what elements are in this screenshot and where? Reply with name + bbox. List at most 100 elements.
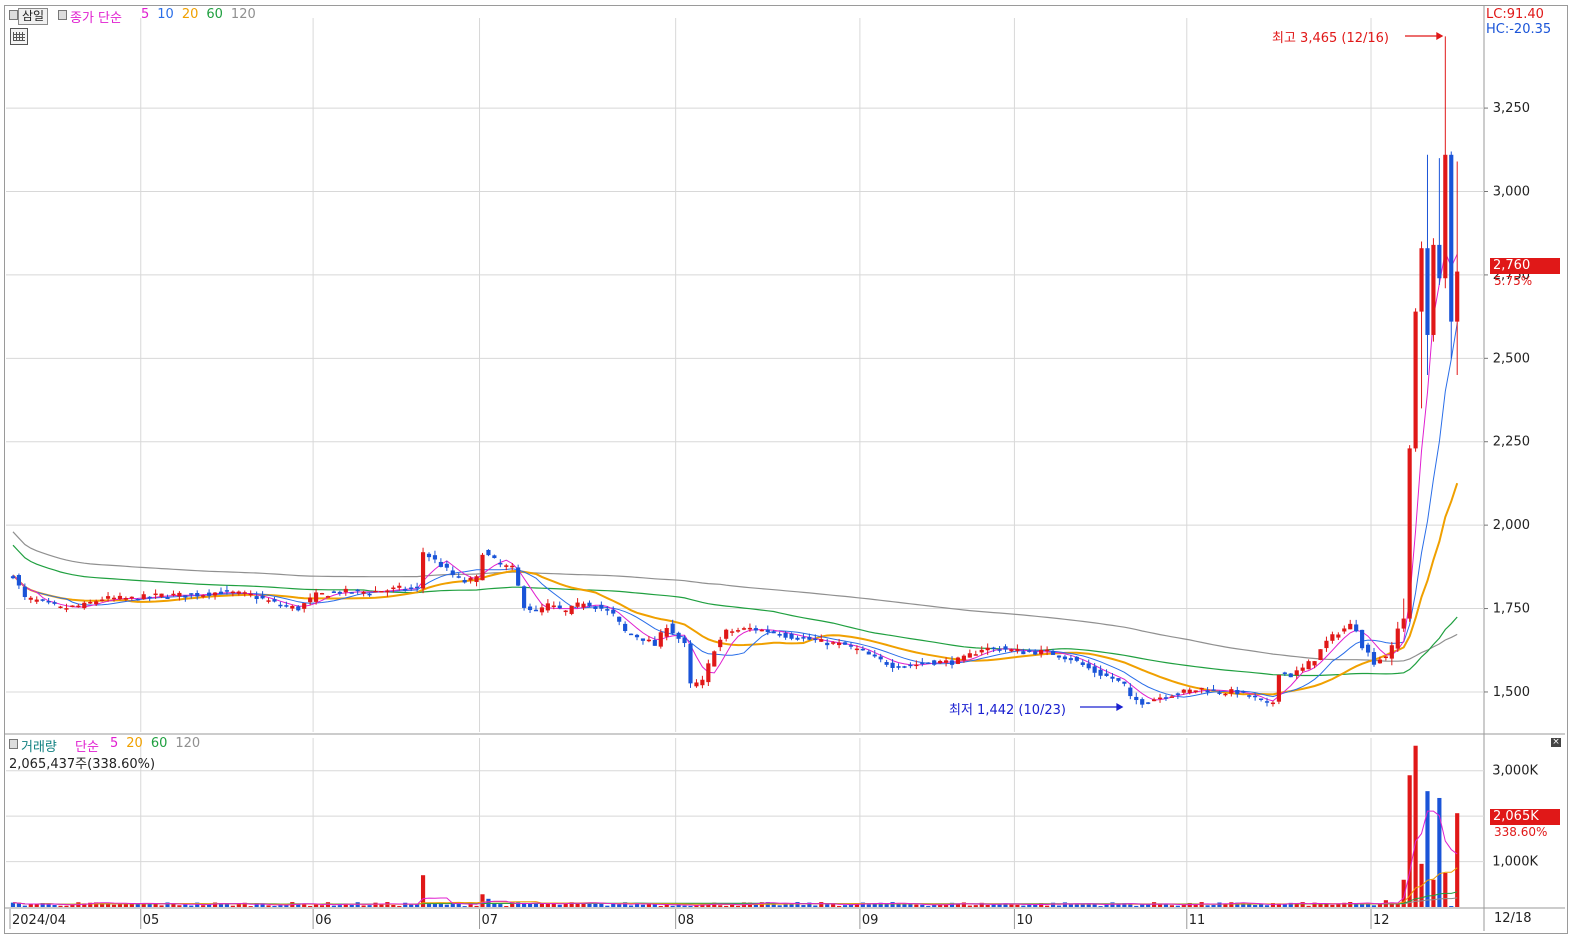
volume-bar: [771, 902, 776, 907]
candle-down: [1056, 655, 1062, 658]
panel-toggle-icon[interactable]: [9, 10, 18, 20]
volume-bar: [640, 904, 646, 907]
volume-bar: [135, 904, 140, 907]
indicator-toggle-icon[interactable]: [58, 10, 67, 20]
candle-down: [403, 588, 408, 591]
volume-bar: [1074, 903, 1079, 907]
price-ma-20[interactable]: 20: [181, 7, 199, 22]
candle-up: [1199, 687, 1204, 690]
volume-bar: [1336, 904, 1341, 907]
candle-up: [706, 663, 711, 683]
candle-up: [141, 594, 146, 600]
candle-down: [272, 599, 277, 602]
volume-bar: [926, 905, 931, 907]
candle-up: [1169, 696, 1174, 698]
volume-bar: [545, 903, 550, 907]
volume-ma-120[interactable]: 120: [175, 736, 201, 751]
candle-up: [1377, 659, 1383, 664]
candle-down: [349, 592, 354, 594]
candle-up: [759, 629, 764, 632]
candle-up: [123, 598, 128, 600]
volume-bar: [100, 902, 105, 907]
price-ma-60-line: [12, 544, 1458, 677]
candle-up: [1419, 248, 1424, 312]
volume-bar: [1050, 902, 1056, 907]
volume-bar: [1122, 903, 1127, 907]
volume-bar: [1395, 903, 1400, 907]
price-ma-60[interactable]: 60: [206, 7, 223, 22]
volume-ma-20[interactable]: 20: [126, 736, 143, 751]
candle-down: [1449, 154, 1454, 322]
candle-up: [985, 647, 990, 651]
candle-up: [266, 600, 271, 602]
volume-bar: [94, 902, 99, 907]
price-ma-5[interactable]: 5: [141, 7, 150, 22]
low-annotation: 최저 1,442 (10/23): [949, 703, 1067, 718]
candle-up: [468, 577, 473, 581]
period-button[interactable]: 삼일: [18, 8, 49, 25]
price-tick-label: 2,500: [1493, 351, 1530, 366]
candle-up: [111, 597, 117, 600]
volume-bar: [557, 904, 562, 907]
volume-bar: [943, 904, 949, 907]
price-ma-legend-prefix: 종가 단순: [70, 11, 122, 26]
candle-down: [1128, 687, 1133, 697]
price-tick-label: 2,000: [1493, 518, 1530, 533]
volume-bar: [1324, 903, 1329, 907]
volume-bar: [242, 902, 247, 907]
volume-bar: [284, 904, 289, 907]
volume-bar: [848, 904, 854, 907]
volume-bar: [1247, 904, 1252, 907]
candle-down: [1050, 651, 1056, 655]
volume-bar: [165, 902, 170, 907]
volume-bar: [22, 905, 27, 907]
price-ma-120[interactable]: 120: [230, 7, 256, 22]
volume-bar: [456, 903, 461, 907]
candle-down: [1241, 691, 1246, 693]
volume-ma-5[interactable]: 5: [110, 736, 119, 751]
table-grid-icon[interactable]: [10, 28, 28, 45]
high-arrow-head: [1436, 32, 1444, 40]
candle-down: [1104, 673, 1109, 676]
candle-up: [82, 602, 87, 609]
volume-bar: [1342, 902, 1347, 907]
candle-up: [1443, 154, 1448, 279]
candle-up: [569, 605, 574, 614]
candle-up: [961, 655, 966, 661]
candle-up: [129, 596, 134, 599]
volume-bar: [195, 902, 200, 907]
candle-down: [1247, 695, 1252, 697]
volume-bar: [462, 906, 467, 907]
candle-down: [522, 586, 527, 608]
candle-down: [367, 593, 372, 596]
volume-bar: [1068, 904, 1073, 907]
candle-up: [563, 610, 568, 613]
candle-up: [1342, 628, 1347, 632]
candle-up: [938, 660, 943, 664]
volume-bar: [1288, 902, 1293, 907]
candle-up: [153, 593, 158, 596]
candle-down: [1116, 678, 1121, 681]
candle-up: [1193, 690, 1198, 693]
candle-up: [694, 682, 699, 687]
volume-bar: [1045, 905, 1050, 907]
close-panel-icon[interactable]: ×: [1551, 737, 1561, 747]
x-axis-label: 07: [482, 913, 499, 928]
candle-down: [22, 586, 27, 598]
candle-down: [1288, 673, 1293, 678]
candle-up: [973, 654, 978, 656]
candle-up: [94, 601, 99, 605]
volume-bar: [432, 903, 438, 907]
volume-bar: [1431, 879, 1436, 907]
volume-ma-60[interactable]: 60: [150, 736, 168, 751]
candle-up: [1187, 689, 1192, 693]
price-ma-10[interactable]: 10: [157, 7, 174, 22]
volume-panel-toggle-icon[interactable]: [9, 739, 18, 749]
candle-down: [224, 590, 230, 592]
candle-up: [831, 642, 836, 644]
volume-bar: [1401, 879, 1406, 907]
volume-bar: [1080, 903, 1085, 907]
volume-bar: [129, 903, 134, 907]
candle-up: [504, 565, 509, 567]
volume-bar: [444, 904, 449, 907]
